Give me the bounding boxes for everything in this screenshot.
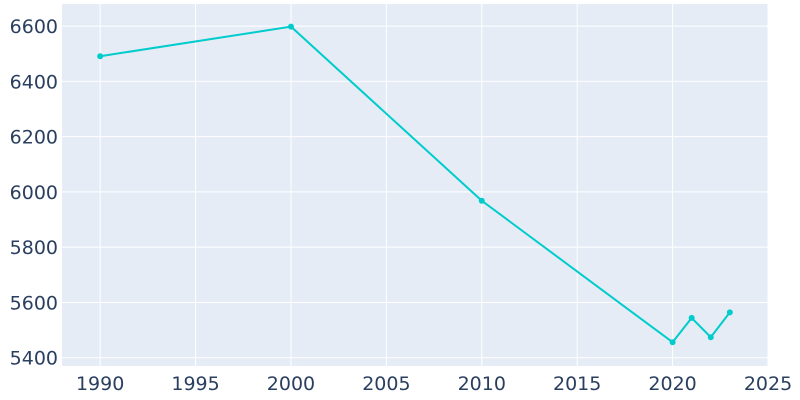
y-tick-label: 6000 <box>10 182 58 204</box>
data-point <box>707 334 714 341</box>
data-point <box>287 23 294 30</box>
x-axis-ticks: 1990 1995 2000 2005 2010 2015 2020 2025 <box>76 373 792 395</box>
y-tick-label: 5400 <box>10 348 58 370</box>
x-tick-label: 2010 <box>458 373 506 395</box>
series-layer <box>97 23 733 346</box>
data-point <box>726 309 733 316</box>
x-tick-label: 2005 <box>362 373 410 395</box>
y-tick-label: 5800 <box>10 237 58 259</box>
data-point <box>478 197 485 204</box>
y-tick-label: 5600 <box>10 292 58 314</box>
data-point <box>669 339 676 346</box>
x-tick-label: 2000 <box>267 373 315 395</box>
plot-area <box>62 4 768 366</box>
data-point <box>688 314 695 321</box>
x-tick-label: 2025 <box>744 373 792 395</box>
data-point <box>97 53 104 60</box>
x-tick-label: 1995 <box>171 373 219 395</box>
y-axis-ticks: 5400 5600 5800 6000 6200 6400 6600 <box>10 16 58 370</box>
grid-lines <box>62 4 769 366</box>
y-tick-label: 6600 <box>10 16 58 38</box>
x-tick-label: 2015 <box>553 373 601 395</box>
y-tick-label: 6400 <box>10 71 58 93</box>
x-tick-label: 2020 <box>648 373 696 395</box>
y-tick-label: 6200 <box>10 127 58 149</box>
x-tick-label: 1990 <box>76 373 124 395</box>
